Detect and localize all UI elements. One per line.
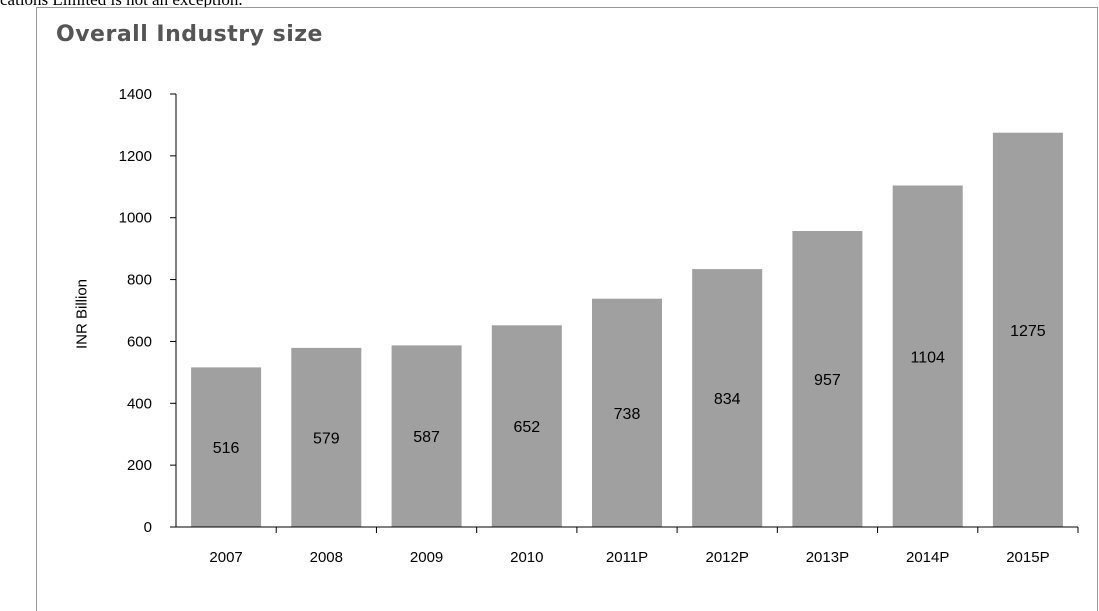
chart-title: Overall Industry size — [56, 22, 323, 47]
data-label-2008: 579 — [313, 431, 340, 448]
bar-2008 — [291, 347, 362, 527]
x-tick-label-2007: 2007 — [209, 549, 242, 566]
bar-2015P — [992, 132, 1063, 527]
data-label-2012P: 834 — [714, 391, 741, 408]
data-label-2010: 652 — [513, 419, 540, 436]
y-tick-label-400: 400 — [127, 395, 152, 412]
bar-2011P — [592, 298, 662, 527]
x-tick-label-2013P: 2013P — [806, 549, 849, 566]
labels-layer: 516 579 587 652 738 834 957 1104 1275 — [213, 323, 1046, 457]
data-label-2011P: 738 — [614, 406, 641, 423]
axes-layer — [170, 93, 1079, 533]
y-tick-label-0: 0 — [144, 519, 152, 536]
ticks-layer: 2007 2008 2009 2010 2011P 2012P 2013P 2014P 2015… — [119, 86, 1050, 566]
y-tick-label-600: 600 — [127, 333, 152, 350]
y-tick-label-1400: 1400 — [119, 86, 152, 103]
bar-2007 — [191, 367, 262, 527]
bars-layer — [191, 132, 1063, 527]
x-tick-label-2014P: 2014P — [906, 549, 949, 566]
x-tick-label-2009: 2009 — [410, 549, 443, 566]
bar-2010 — [491, 325, 562, 527]
bar-2013P — [792, 231, 863, 527]
data-label-2009: 587 — [413, 429, 440, 446]
y-tick-label-1000: 1000 — [119, 210, 152, 227]
page-top-text: cations Limited is not an exception. — [0, 0, 243, 10]
data-label-2007: 516 — [213, 440, 240, 457]
bar-2012P — [692, 269, 763, 527]
y-tick-label-800: 800 — [127, 272, 152, 289]
x-tick-label-2011P: 2011P — [606, 549, 648, 566]
y-tick-label-1200: 1200 — [119, 148, 152, 165]
x-tick-label-2008: 2008 — [310, 549, 343, 566]
bar-2009 — [391, 345, 462, 527]
x-tick-label-2012P: 2012P — [706, 549, 749, 566]
x-tick-label-2015P: 2015P — [1006, 549, 1049, 566]
data-label-2014P: 1104 — [910, 349, 945, 366]
y-tick-label-200: 200 — [127, 457, 152, 474]
data-label-2015P: 1275 — [1010, 323, 1046, 340]
x-tick-label-2010: 2010 — [510, 549, 543, 566]
bar-2014P — [892, 185, 963, 527]
data-label-2013P: 957 — [814, 372, 841, 389]
